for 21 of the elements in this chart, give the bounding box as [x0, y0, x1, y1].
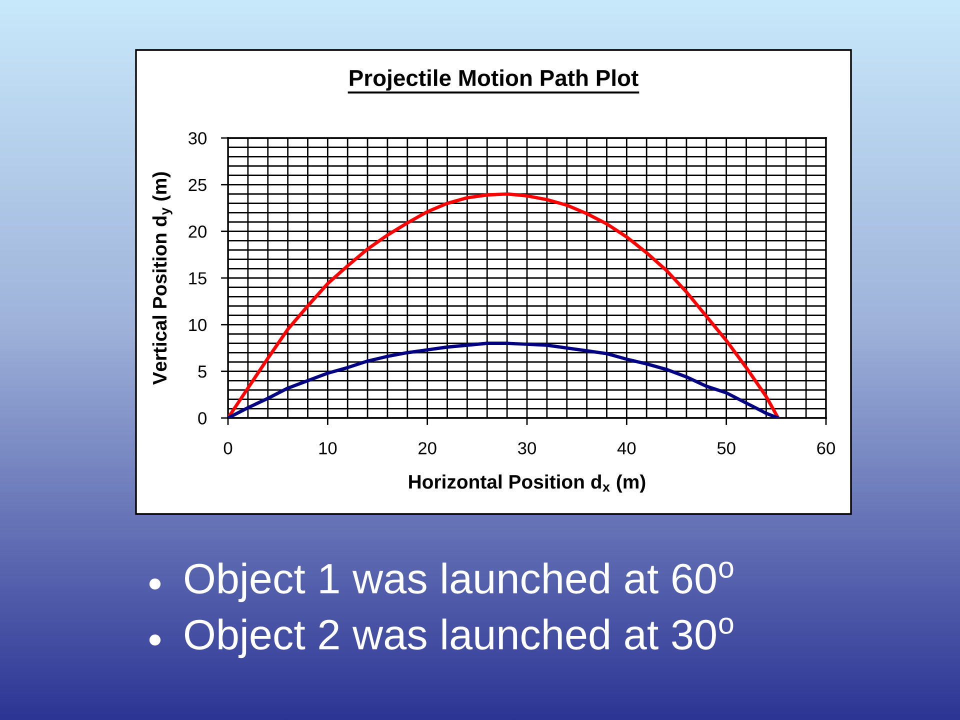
- y-tick-label: 30: [188, 132, 206, 144]
- line-series: [228, 342, 780, 418]
- x-tick-label: 40: [617, 442, 636, 454]
- y-tick-label: 5: [198, 366, 206, 378]
- x-tick-label: 60: [817, 442, 835, 454]
- y-tick-label: 10: [189, 318, 206, 332]
- y-tick-label: 15: [189, 272, 206, 284]
- x-tick-label: 0: [224, 442, 232, 454]
- y-tick-label: 25: [188, 178, 206, 192]
- x-tick-label: 30: [518, 442, 536, 454]
- x-axis-title: Horizontal Position d$_{x}$ (m): [409, 474, 646, 493]
- line-series: [228, 192, 780, 418]
- x-tick-label: 10: [319, 442, 337, 454]
- y-tick-label: 20: [188, 226, 206, 238]
- chart-title: Projectile Motion Path Plot: [350, 69, 638, 91]
- text: Object 2 was launched at 30$^{o}$: [185, 618, 734, 658]
- y-axis-title: Vertical Position d$_{y}$ (m): [152, 172, 172, 385]
- y-tick-label: 0: [198, 412, 206, 424]
- x-tick-label: 50: [717, 442, 736, 454]
- text: Object 1 was launched at 60$^{o}$: [185, 562, 734, 602]
- x-tick-label: 20: [418, 442, 436, 454]
